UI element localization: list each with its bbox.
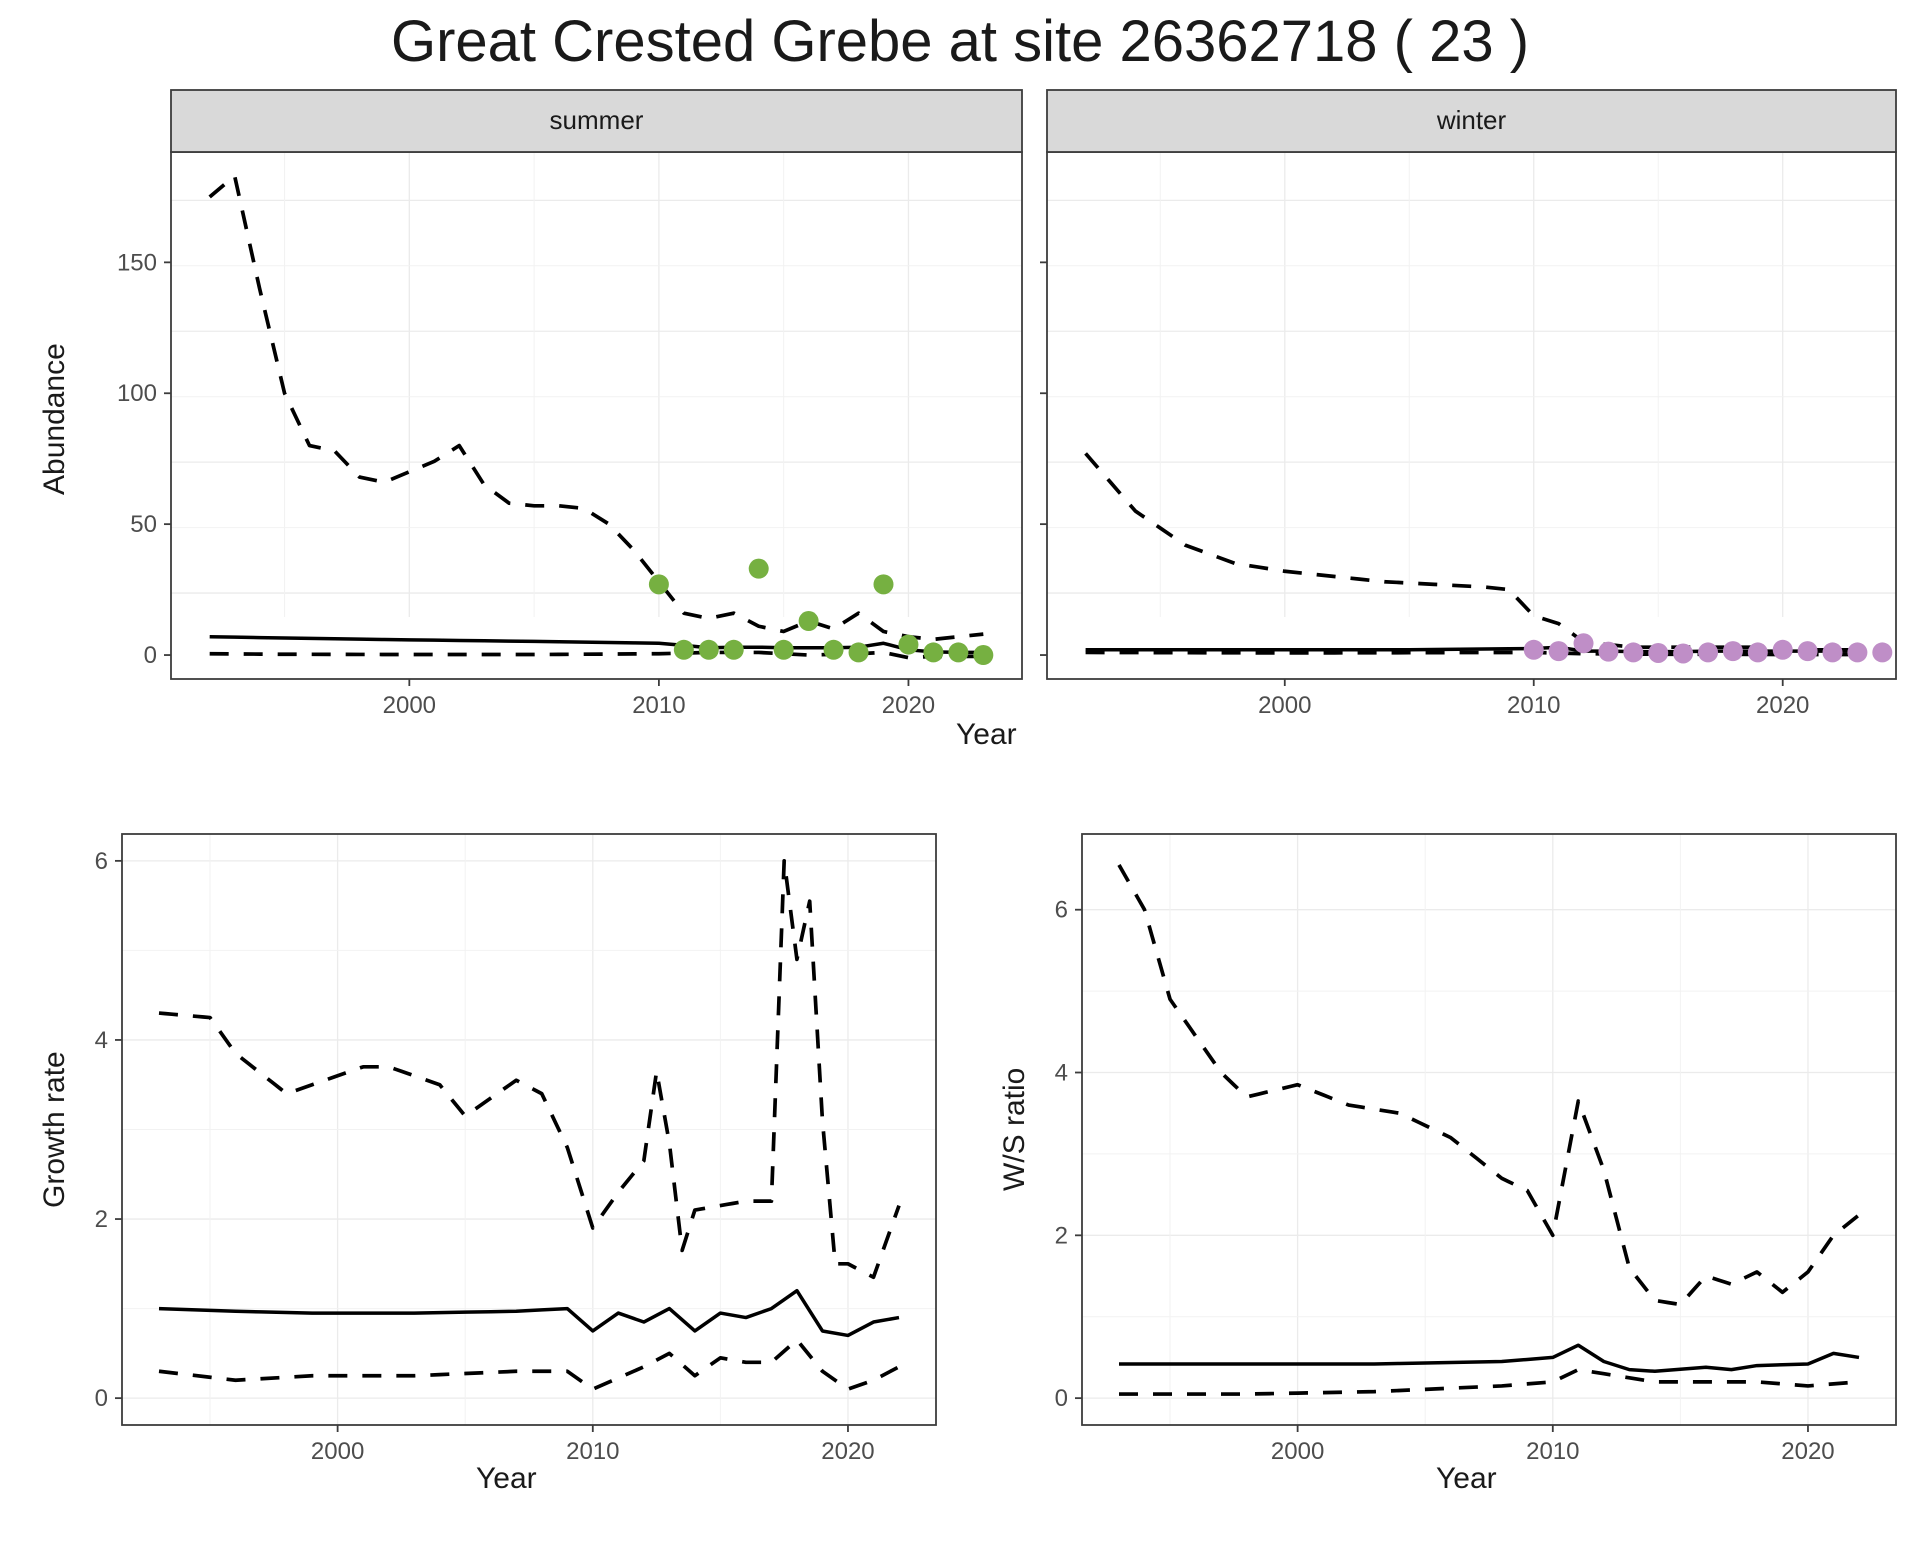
svg-text:6: 6 <box>1055 897 1068 924</box>
svg-text:2020: 2020 <box>821 1438 874 1465</box>
svg-text:100: 100 <box>117 380 157 407</box>
svg-text:2000: 2000 <box>1258 692 1311 719</box>
svg-text:150: 150 <box>117 249 157 276</box>
svg-text:2010: 2010 <box>632 692 685 719</box>
svg-text:6: 6 <box>95 848 108 875</box>
svg-text:0: 0 <box>144 642 157 669</box>
svg-text:2010: 2010 <box>1526 1438 1579 1465</box>
svg-text:summer: summer <box>550 105 644 135</box>
svg-text:4: 4 <box>95 1027 108 1054</box>
svg-text:0: 0 <box>1055 1385 1068 1412</box>
svg-text:2: 2 <box>95 1206 108 1233</box>
svg-text:0: 0 <box>95 1385 108 1412</box>
svg-text:2: 2 <box>1055 1222 1068 1249</box>
svg-text:2020: 2020 <box>882 692 935 719</box>
svg-text:4: 4 <box>1055 1060 1068 1087</box>
svg-text:2000: 2000 <box>383 692 436 719</box>
svg-text:50: 50 <box>130 511 157 538</box>
svg-text:2000: 2000 <box>311 1438 364 1465</box>
svg-text:2010: 2010 <box>566 1438 619 1465</box>
svg-text:winter: winter <box>1436 105 1507 135</box>
svg-text:2010: 2010 <box>1507 692 1560 719</box>
svg-text:2020: 2020 <box>1756 692 1809 719</box>
svg-text:2000: 2000 <box>1271 1438 1324 1465</box>
svg-text:2020: 2020 <box>1781 1438 1834 1465</box>
